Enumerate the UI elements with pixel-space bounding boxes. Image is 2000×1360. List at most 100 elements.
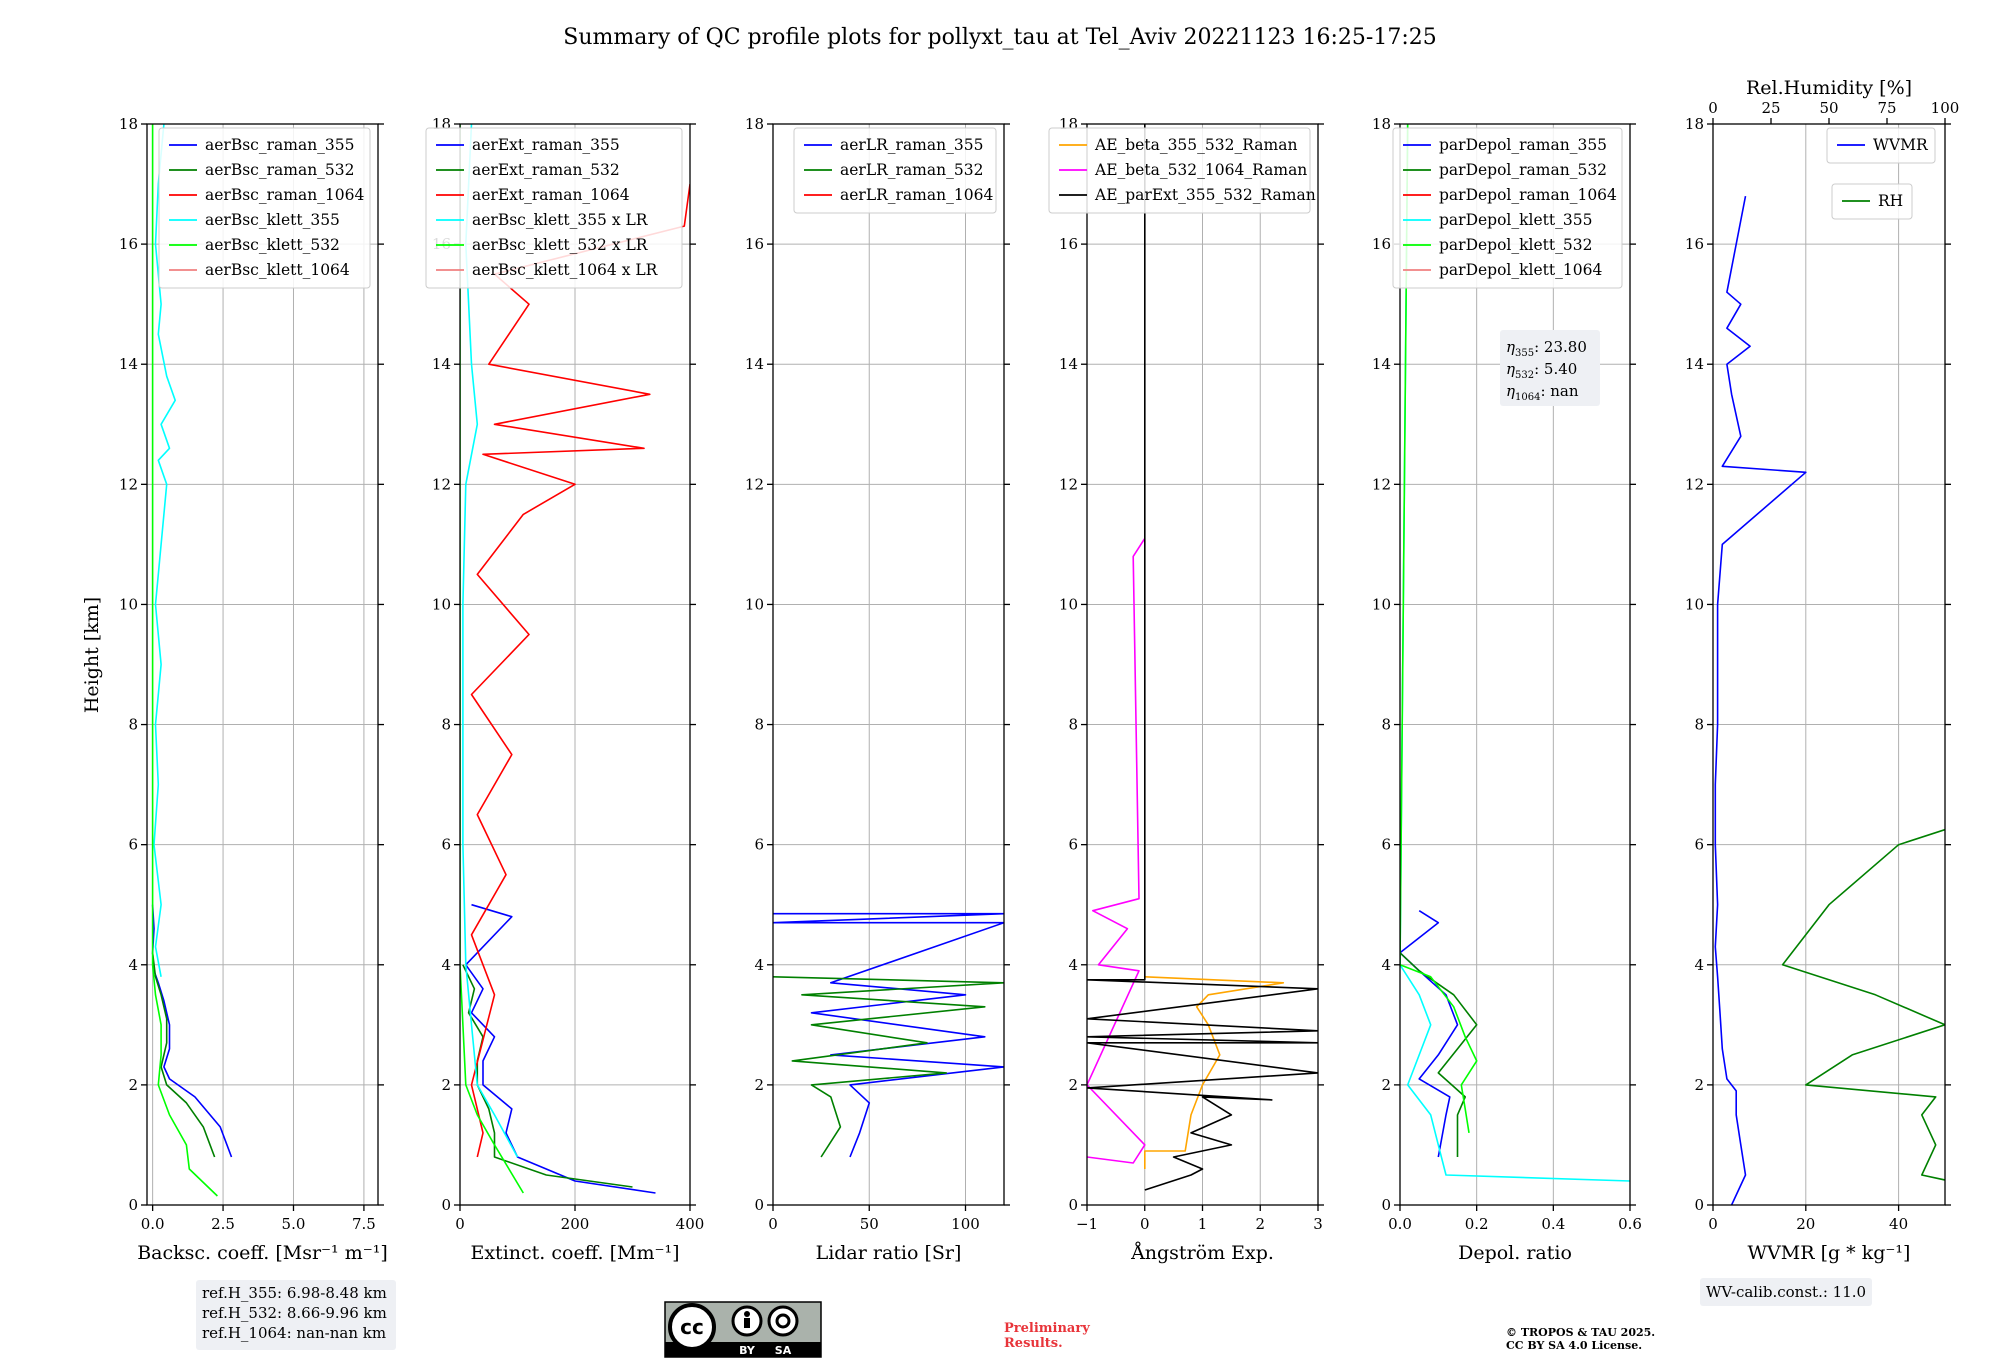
eta-value: η1064: nan <box>1506 382 1579 403</box>
x-tick-label: 0.0 <box>141 1215 165 1233</box>
legend-label: WVMR <box>1873 136 1929 154</box>
y-tick-label: 6 <box>754 836 764 854</box>
x-tick-label: 0 <box>1708 1215 1718 1233</box>
y-tick-label: 12 <box>1685 475 1704 493</box>
wv-calib-text: WV-calib.const.: 11.0 <box>1706 1283 1866 1301</box>
legend-box <box>158 127 371 289</box>
legend-label: parDepol_klett_532 <box>1439 236 1592 254</box>
y-tick-label: 0 <box>754 1196 764 1214</box>
y-tick-label: 16 <box>1372 235 1391 253</box>
series-RH <box>1781 828 1945 1181</box>
y-tick-label: 4 <box>128 956 138 974</box>
y-tick-label: 0 <box>1381 1196 1391 1214</box>
legend-label: aerBsc_raman_1064 <box>205 186 365 204</box>
y-tick-label: 14 <box>1372 355 1391 373</box>
x-tick-label: 50 <box>860 1215 879 1233</box>
y-tick-label: 6 <box>128 836 138 854</box>
y-tick-label: 2 <box>128 1076 138 1094</box>
y-tick-label: 2 <box>1068 1076 1078 1094</box>
legend-label: parDepol_raman_355 <box>1439 136 1607 154</box>
y-tick-label: 0 <box>441 1196 451 1214</box>
y-tick-label: 12 <box>119 475 138 493</box>
x-axis-label: Depol. ratio <box>1458 1242 1572 1264</box>
x-tick-label: 2 <box>1255 1215 1265 1233</box>
y-tick-label: 8 <box>1694 716 1704 734</box>
cc-license-badge: cc BY SA <box>664 1301 822 1358</box>
series-group <box>773 912 1004 1158</box>
series-aerBsc_raman_532 <box>151 952 216 1158</box>
legend: RH <box>1831 183 1913 220</box>
legend-label: aerBsc_klett_1064 x LR <box>472 261 659 279</box>
subplot-2: 0246810121416180200400Extinct. coeff. [M… <box>425 115 705 1264</box>
y-tick-label: 18 <box>1372 115 1391 133</box>
y-tick-label: 18 <box>1685 115 1704 133</box>
y-tick-label: 4 <box>1068 956 1078 974</box>
series-group <box>1714 195 1945 1205</box>
axes-frame <box>1712 123 1946 1206</box>
series-parDepol_klett_532 <box>1400 124 1478 1134</box>
y-tick-label: 8 <box>1068 716 1078 734</box>
series-aerBsc_klett_355 x LR <box>462 124 519 1158</box>
y-tick-label: 2 <box>441 1076 451 1094</box>
top-axis-label: Rel.Humidity [%] <box>1746 77 1912 99</box>
top-tick-label: 100 <box>1931 99 1960 117</box>
y-tick-label: 12 <box>1372 475 1391 493</box>
legend-box <box>1048 127 1311 214</box>
top-tick-label: 25 <box>1761 99 1780 117</box>
legend-label: parDepol_raman_532 <box>1439 161 1607 179</box>
legend: aerBsc_raman_355 aerBsc_raman_532 aerBsc_r… <box>158 127 371 289</box>
legend-label: AE_parExt_355_532_Raman <box>1094 186 1316 204</box>
preliminary-note: Preliminary Results. <box>1004 1321 1090 1351</box>
y-tick-label: 16 <box>1685 235 1704 253</box>
series-aerExt_raman_1064 <box>470 183 690 1158</box>
copyright-line-2: CC BY SA 4.0 License. <box>1506 1339 1642 1352</box>
y-tick-label: 0 <box>1068 1196 1078 1214</box>
eta-value: η355: 23.80 <box>1506 338 1587 359</box>
y-tick-label: 6 <box>1381 836 1391 854</box>
x-tick-label: 200 <box>561 1215 590 1233</box>
series-WVMR <box>1714 195 1807 1205</box>
series-aerLR_raman_355 <box>773 912 1004 1158</box>
x-tick-label: 3 <box>1313 1215 1323 1233</box>
x-axis-label: Ångström Exp. <box>1130 1242 1274 1264</box>
series-parDepol_raman_355 <box>1400 910 1459 1158</box>
legend-label: parDepol_klett_355 <box>1439 211 1592 229</box>
series-AE_beta_532_1064_Raman <box>1087 537 1146 1164</box>
y-tick-label: 12 <box>432 475 451 493</box>
y-tick-label: 14 <box>745 355 764 373</box>
y-tick-label: 12 <box>1059 475 1078 493</box>
x-tick-label: 400 <box>676 1215 705 1233</box>
y-tick-label: 10 <box>1059 595 1078 613</box>
axes-frame <box>1399 123 1631 1206</box>
y-tick-label: 10 <box>1372 595 1391 613</box>
x-tick-label: 0 <box>1140 1215 1150 1233</box>
series-group <box>151 124 233 1197</box>
y-tick-label: 2 <box>1381 1076 1391 1094</box>
legend: WVMR <box>1826 127 1936 164</box>
y-tick-label: 14 <box>119 355 138 373</box>
top-tick-label: 50 <box>1819 99 1838 117</box>
y-tick-label: 6 <box>1068 836 1078 854</box>
series-aerBsc_klett_355 <box>153 124 176 977</box>
figure-title: Summary of QC profile plots for pollyxt_… <box>563 25 1436 50</box>
x-tick-label: 100 <box>951 1215 980 1233</box>
legend: aerLR_raman_355 aerLR_raman_532 aerLR_rama… <box>793 127 997 214</box>
legend: AE_beta_355_532_Raman AE_beta_532_1064_Ra… <box>1048 127 1316 214</box>
legend-box <box>425 127 683 289</box>
y-tick-label: 6 <box>441 836 451 854</box>
y-tick-label: 16 <box>745 235 764 253</box>
legend-box <box>1392 127 1623 289</box>
preliminary-line-1: Preliminary <box>1004 1321 1090 1336</box>
series-parDepol_klett_355 <box>1400 124 1630 1182</box>
y-tick-label: 18 <box>119 115 138 133</box>
subplot-3: 0 2 4 6 8 10 12 14 16 18 0 50 100 Lidar ratio [Sr] aer… <box>745 115 1010 1264</box>
y-tick-label: 8 <box>441 716 451 734</box>
preliminary-line-2: Results. <box>1004 1336 1063 1351</box>
y-tick-label: 4 <box>441 956 451 974</box>
legend-label: parDepol_klett_1064 <box>1439 261 1602 279</box>
y-tick-label: 6 <box>1694 836 1704 854</box>
y-tick-label: 10 <box>1685 595 1704 613</box>
y-tick-label: 10 <box>119 595 138 613</box>
